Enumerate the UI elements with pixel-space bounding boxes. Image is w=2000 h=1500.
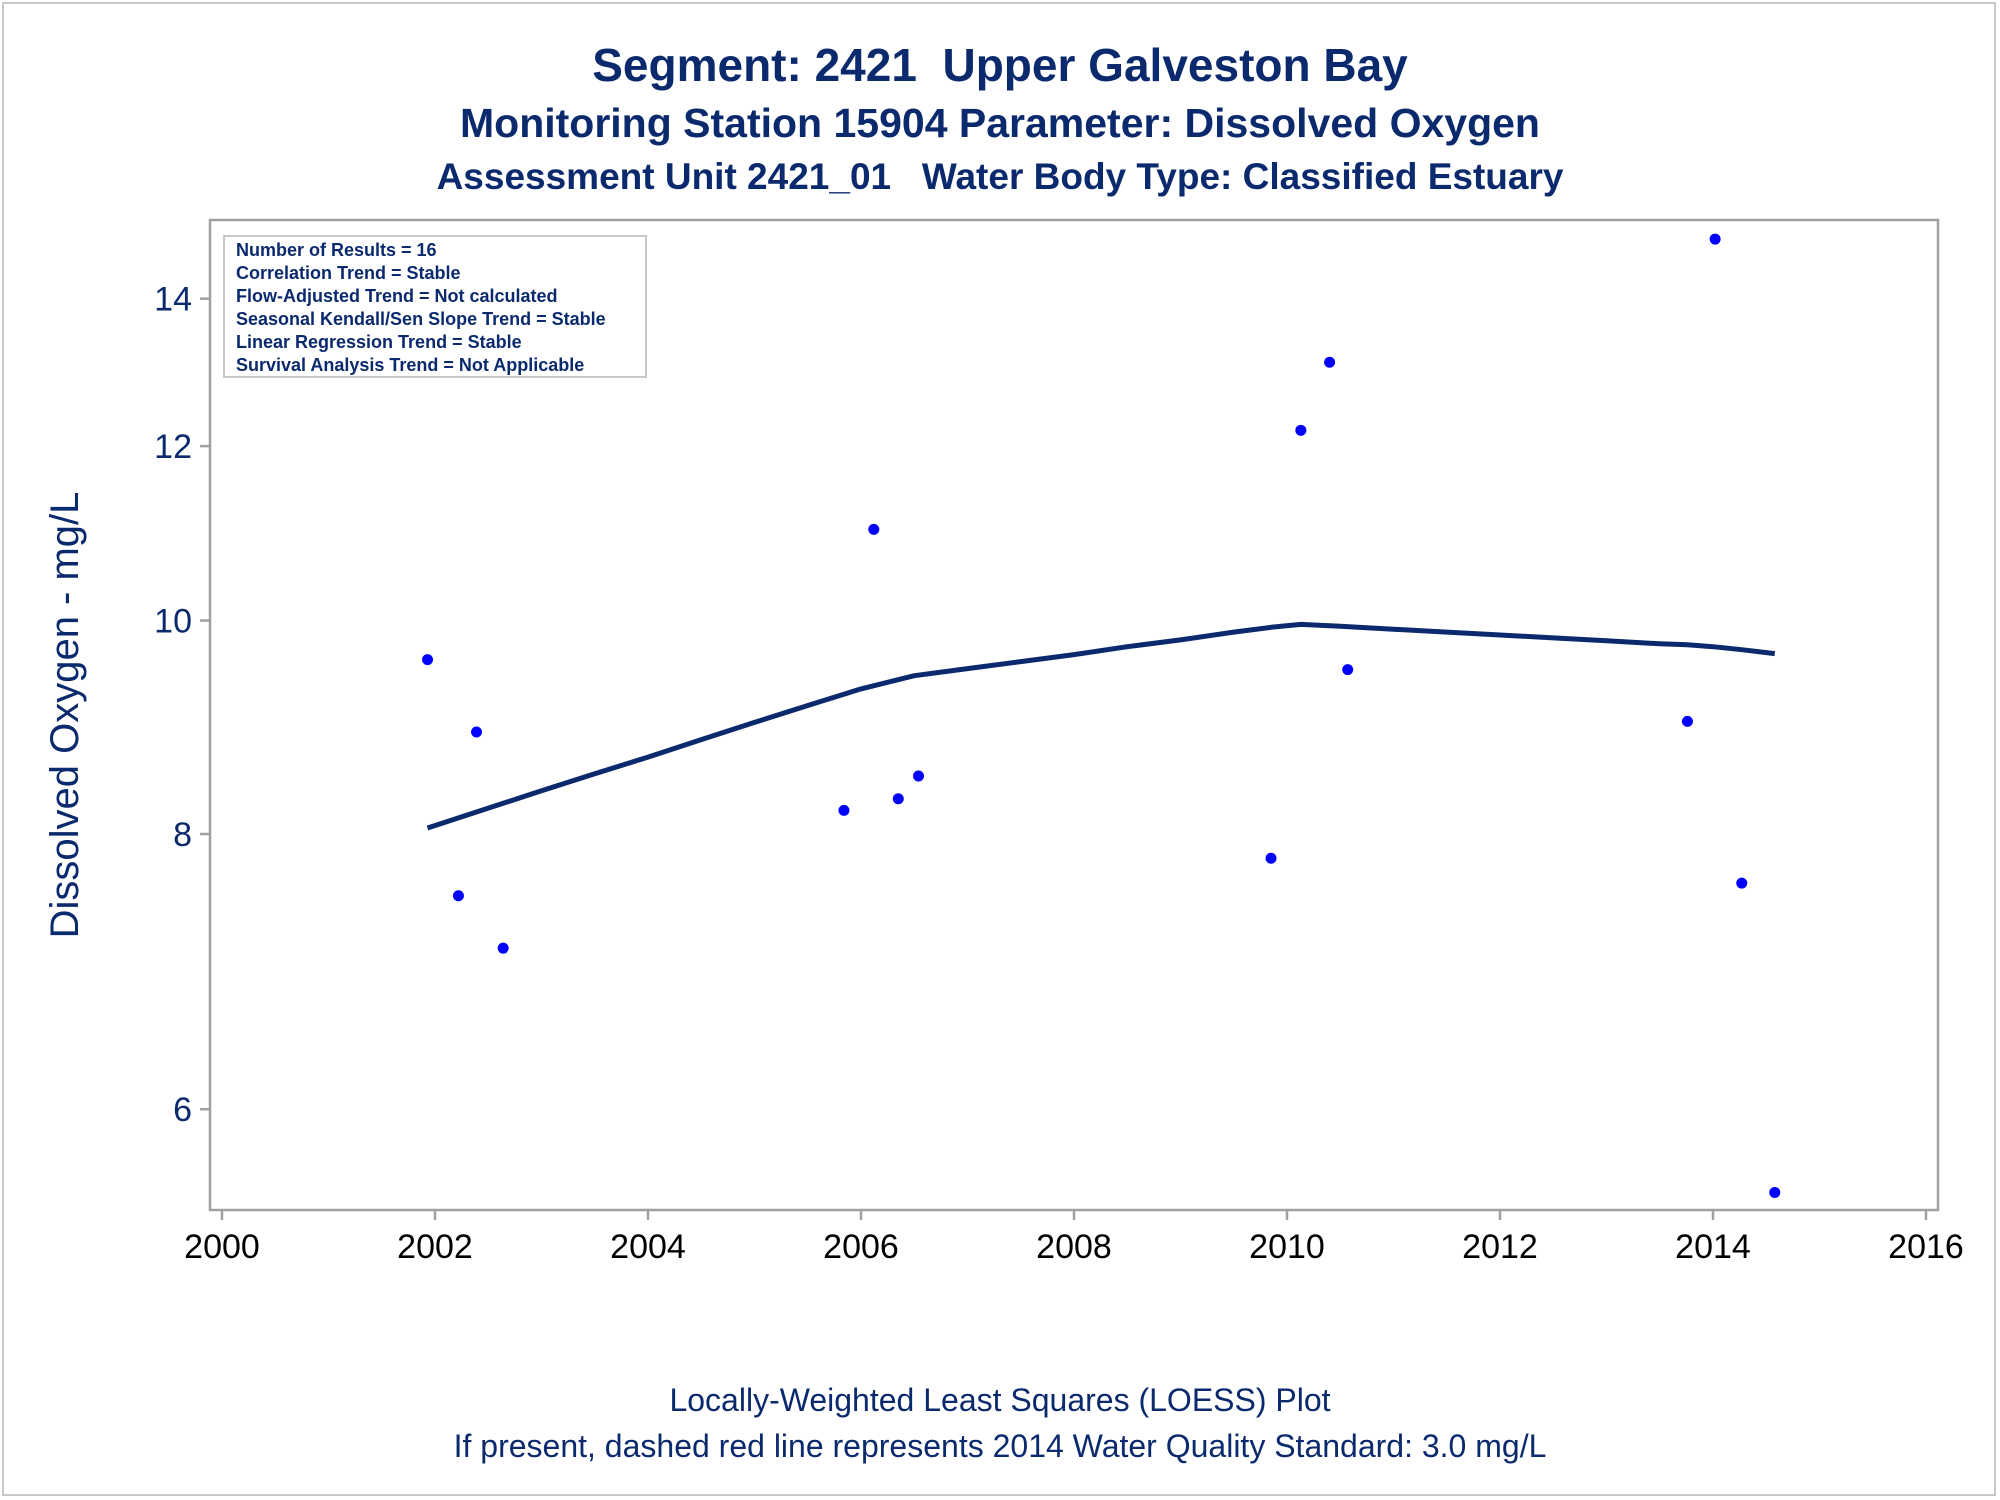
y-tick-label: 10 xyxy=(154,603,192,641)
chart-subtitle-2: Assessment Unit 2421_01 Water Body Type:… xyxy=(436,156,1564,197)
data-point xyxy=(1265,852,1277,864)
x-tick-label: 2012 xyxy=(1462,1228,1538,1266)
y-tick-label: 12 xyxy=(154,428,192,466)
stats-inset: Number of Results = 16 Correlation Trend… xyxy=(223,235,647,378)
y-axis-label: Dissolved Oxygen - mg/L xyxy=(43,492,87,939)
x-tick-label: 2016 xyxy=(1888,1228,1964,1266)
data-point xyxy=(1324,356,1336,368)
inset-line: Linear Regression Trend = Stable xyxy=(236,332,522,352)
x-tick-label: 2008 xyxy=(1036,1228,1112,1266)
stats-inset-box xyxy=(223,235,647,378)
inset-line: Number of Results = 16 xyxy=(236,240,437,260)
loess-line xyxy=(426,621,1776,831)
x-tick-label: 2000 xyxy=(184,1228,260,1266)
data-point xyxy=(1709,233,1721,245)
inset-line: Flow-Adjusted Trend = Not calculated xyxy=(236,286,558,306)
chart-subtitle: Monitoring Station 15904 Parameter: Diss… xyxy=(460,100,1540,146)
data-point xyxy=(913,770,925,782)
inset-line: Correlation Trend = Stable xyxy=(236,263,461,283)
x-tick-label: 2006 xyxy=(823,1228,899,1266)
data-point xyxy=(868,523,880,535)
data-point xyxy=(1769,1186,1781,1198)
data-point xyxy=(1295,424,1307,436)
x-axis: 2000 2002 2004 2006 2008 2010 2012 2014 2016 xyxy=(184,1210,1964,1266)
inset-line: Survival Analysis Trend = Not Applicable xyxy=(236,355,584,375)
y-tick-label: 6 xyxy=(173,1091,192,1129)
data-point xyxy=(1681,715,1693,727)
data-point xyxy=(422,654,434,666)
chart-title: Segment: 2421 Upper Galveston Bay xyxy=(592,39,1408,91)
data-point xyxy=(497,942,509,954)
y-tick-label: 8 xyxy=(173,816,192,854)
footnote-1: Locally-Weighted Least Squares (LOESS) P… xyxy=(669,1382,1331,1418)
x-tick-label: 2002 xyxy=(397,1228,473,1266)
footnote-2: If present, dashed red line represents 2… xyxy=(453,1428,1547,1464)
x-tick-label: 2004 xyxy=(610,1228,686,1266)
y-tick-label: 14 xyxy=(154,281,192,319)
data-point xyxy=(471,726,483,738)
inset-line: Seasonal Kendall/Sen Slope Trend = Stabl… xyxy=(236,309,606,329)
data-point xyxy=(838,804,850,816)
data-point xyxy=(1342,664,1354,676)
data-points xyxy=(422,233,1781,1198)
data-point xyxy=(892,793,904,805)
data-point xyxy=(452,890,464,902)
data-point xyxy=(1736,877,1748,889)
x-tick-label: 2010 xyxy=(1249,1228,1325,1266)
y-axis: 6 8 10 12 14 xyxy=(154,281,210,1129)
x-tick-label: 2014 xyxy=(1675,1228,1751,1266)
